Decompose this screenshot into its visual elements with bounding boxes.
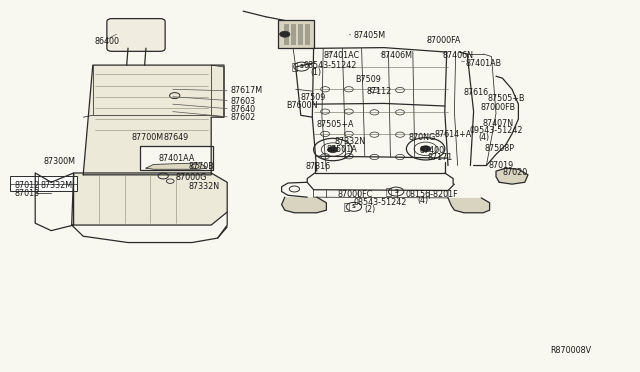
Text: (4): (4) (479, 133, 490, 142)
Text: 87407N: 87407N (483, 119, 514, 128)
Text: 87000FA: 87000FA (426, 36, 461, 45)
Bar (140, 146, 213, 170)
Polygon shape (282, 197, 326, 213)
Text: S: S (394, 189, 398, 194)
Text: 87501A: 87501A (326, 145, 357, 154)
Text: 87332N: 87332N (334, 137, 365, 146)
Text: 87640: 87640 (230, 105, 255, 114)
Text: R870008V: R870008V (550, 346, 591, 355)
Text: (4): (4) (417, 196, 428, 205)
Circle shape (280, 31, 290, 37)
Text: 87508P: 87508P (484, 144, 515, 153)
Text: 87700M: 87700M (131, 133, 163, 142)
Text: Ⓢ: Ⓢ (344, 202, 350, 211)
Text: S: S (352, 204, 356, 209)
Text: 87617M: 87617M (230, 86, 262, 95)
Bar (10, 176, 77, 191)
Text: 87603: 87603 (230, 97, 255, 106)
Text: 08543-51242: 08543-51242 (303, 61, 356, 70)
Text: 08156-8201F: 08156-8201F (406, 190, 458, 199)
Text: 87316: 87316 (306, 162, 331, 171)
Text: 87649: 87649 (163, 133, 188, 142)
Text: 87406M: 87406M (380, 51, 412, 60)
Text: 87505+B: 87505+B (488, 94, 525, 103)
Text: 87020: 87020 (502, 168, 527, 177)
Text: 87505+A: 87505+A (317, 120, 355, 129)
Bar (298, 24, 303, 45)
Bar (291, 24, 296, 45)
Text: (2): (2) (365, 205, 376, 214)
Polygon shape (448, 198, 490, 213)
Text: 87012: 87012 (14, 181, 39, 190)
Text: 87406N: 87406N (442, 51, 473, 60)
Polygon shape (72, 173, 227, 225)
Text: 87401AA: 87401AA (159, 154, 195, 163)
Text: 8770B: 8770B (189, 162, 214, 171)
Text: 86400: 86400 (95, 37, 120, 46)
Text: 87332N: 87332N (188, 182, 220, 191)
Polygon shape (496, 168, 528, 184)
Text: B7600N: B7600N (287, 101, 318, 110)
Text: Ⓢ: Ⓢ (291, 61, 298, 71)
Text: S: S (300, 64, 303, 69)
Text: 87616: 87616 (464, 88, 489, 97)
Text: 87000FB: 87000FB (481, 103, 516, 112)
Text: (1): (1) (310, 68, 321, 77)
Text: 87401AB: 87401AB (466, 59, 502, 68)
Text: 08543-51242: 08543-51242 (353, 198, 406, 207)
FancyBboxPatch shape (107, 19, 165, 51)
Text: 870NG: 870NG (408, 133, 436, 142)
Bar (284, 24, 289, 45)
Text: 87602: 87602 (230, 113, 255, 122)
Text: 87614+A: 87614+A (435, 130, 472, 139)
Text: 87300M: 87300M (44, 157, 76, 166)
Polygon shape (146, 163, 206, 169)
Polygon shape (83, 65, 224, 175)
Text: 87401AC: 87401AC (323, 51, 359, 60)
Text: 87509: 87509 (301, 93, 326, 102)
Text: 87405M: 87405M (353, 31, 385, 40)
Text: 87013: 87013 (14, 189, 39, 198)
Text: B7509: B7509 (355, 76, 381, 84)
Text: 87332M: 87332M (40, 181, 72, 190)
Text: 87000FC: 87000FC (337, 190, 372, 199)
Text: 87171: 87171 (428, 153, 452, 162)
Circle shape (328, 147, 338, 153)
Text: 87400: 87400 (420, 146, 445, 155)
Text: 87112: 87112 (367, 87, 392, 96)
Bar (278, 20, 314, 48)
Text: 09543-51242: 09543-51242 (469, 126, 523, 135)
Bar (305, 24, 310, 45)
Text: 87000G: 87000G (176, 173, 207, 182)
Text: Ⓢ: Ⓢ (386, 186, 392, 196)
Text: 87019: 87019 (488, 161, 513, 170)
Circle shape (420, 146, 431, 152)
